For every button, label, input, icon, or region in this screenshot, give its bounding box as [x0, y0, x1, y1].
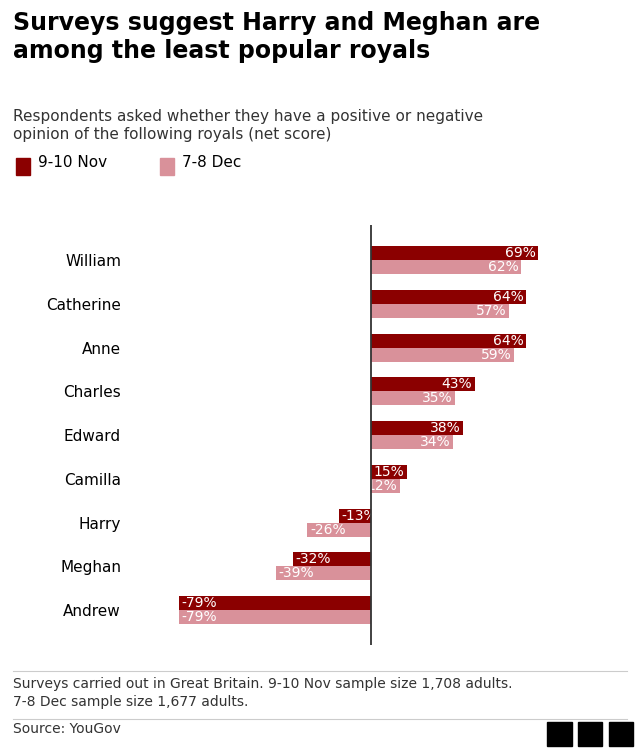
Bar	[371, 246, 538, 260]
Text: 38%: 38%	[429, 421, 460, 435]
Text: Respondents asked whether they have a positive or negative
opinion of the follow: Respondents asked whether they have a po…	[13, 109, 483, 142]
Bar	[371, 260, 521, 274]
Text: B: B	[586, 728, 595, 741]
Text: -13%: -13%	[341, 509, 377, 523]
Bar	[371, 435, 453, 449]
Bar	[179, 610, 371, 624]
Bar	[371, 377, 475, 392]
Text: -39%: -39%	[278, 566, 314, 580]
Text: Surveys suggest Harry and Meghan are
among the least popular royals: Surveys suggest Harry and Meghan are amo…	[13, 11, 540, 63]
Bar	[371, 290, 525, 304]
Text: 12%: 12%	[367, 478, 397, 493]
Text: -79%: -79%	[181, 596, 217, 610]
Bar	[371, 392, 456, 405]
Text: 7-8 Dec: 7-8 Dec	[182, 155, 241, 170]
Bar	[293, 552, 371, 566]
Bar	[371, 334, 525, 347]
Bar	[371, 421, 463, 435]
Text: Source: YouGov: Source: YouGov	[13, 722, 121, 736]
Text: 35%: 35%	[422, 392, 453, 405]
Text: 43%: 43%	[442, 377, 472, 392]
Text: 9-10 Nov: 9-10 Nov	[38, 155, 107, 170]
Text: 64%: 64%	[493, 334, 524, 347]
Bar	[371, 465, 407, 478]
Text: 62%: 62%	[488, 260, 518, 274]
Bar	[179, 596, 371, 610]
Bar	[339, 509, 371, 523]
Text: -26%: -26%	[310, 523, 346, 536]
Text: 69%: 69%	[504, 246, 536, 260]
Bar	[371, 304, 509, 318]
Text: 59%: 59%	[481, 347, 511, 362]
Text: 15%: 15%	[374, 465, 404, 478]
Bar	[307, 523, 371, 536]
Text: 57%: 57%	[476, 304, 506, 318]
Text: B: B	[555, 728, 564, 741]
Bar	[276, 566, 371, 580]
Bar	[371, 478, 399, 493]
Text: C: C	[616, 728, 625, 741]
Bar	[371, 347, 514, 362]
Text: -79%: -79%	[181, 610, 217, 624]
Text: 34%: 34%	[420, 435, 451, 449]
Text: -32%: -32%	[295, 552, 331, 566]
Text: Surveys carried out in Great Britain. 9-10 Nov sample size 1,708 adults.
7-8 Dec: Surveys carried out in Great Britain. 9-…	[13, 677, 512, 709]
Text: 64%: 64%	[493, 290, 524, 304]
